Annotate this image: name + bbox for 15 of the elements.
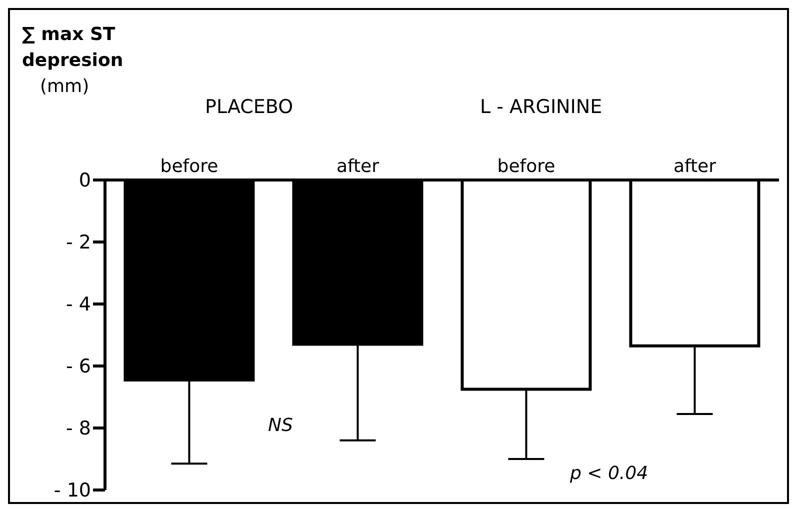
x-tick-label: before [160, 156, 218, 177]
x-tick-label: after [336, 156, 380, 177]
text: L - ARGININE [480, 96, 602, 118]
y-tick-label: - 8 [66, 418, 91, 440]
y-tick-label: - 6 [66, 356, 91, 378]
text: PLACEBO [205, 96, 294, 118]
y-tick-label: - 2 [66, 232, 91, 254]
y-axis-title: ∑ max ST depresion (mm) [22, 23, 124, 99]
y-tick-label: 0 [78, 170, 91, 192]
y-tick-label: - 4 [66, 294, 91, 316]
x-tick-label: before [497, 156, 556, 177]
annotation: NS [268, 415, 293, 436]
annotation: p < 0.04 [570, 463, 648, 484]
x-tick-label: after [673, 156, 717, 177]
y-tick-label: - 10 [54, 480, 91, 502]
